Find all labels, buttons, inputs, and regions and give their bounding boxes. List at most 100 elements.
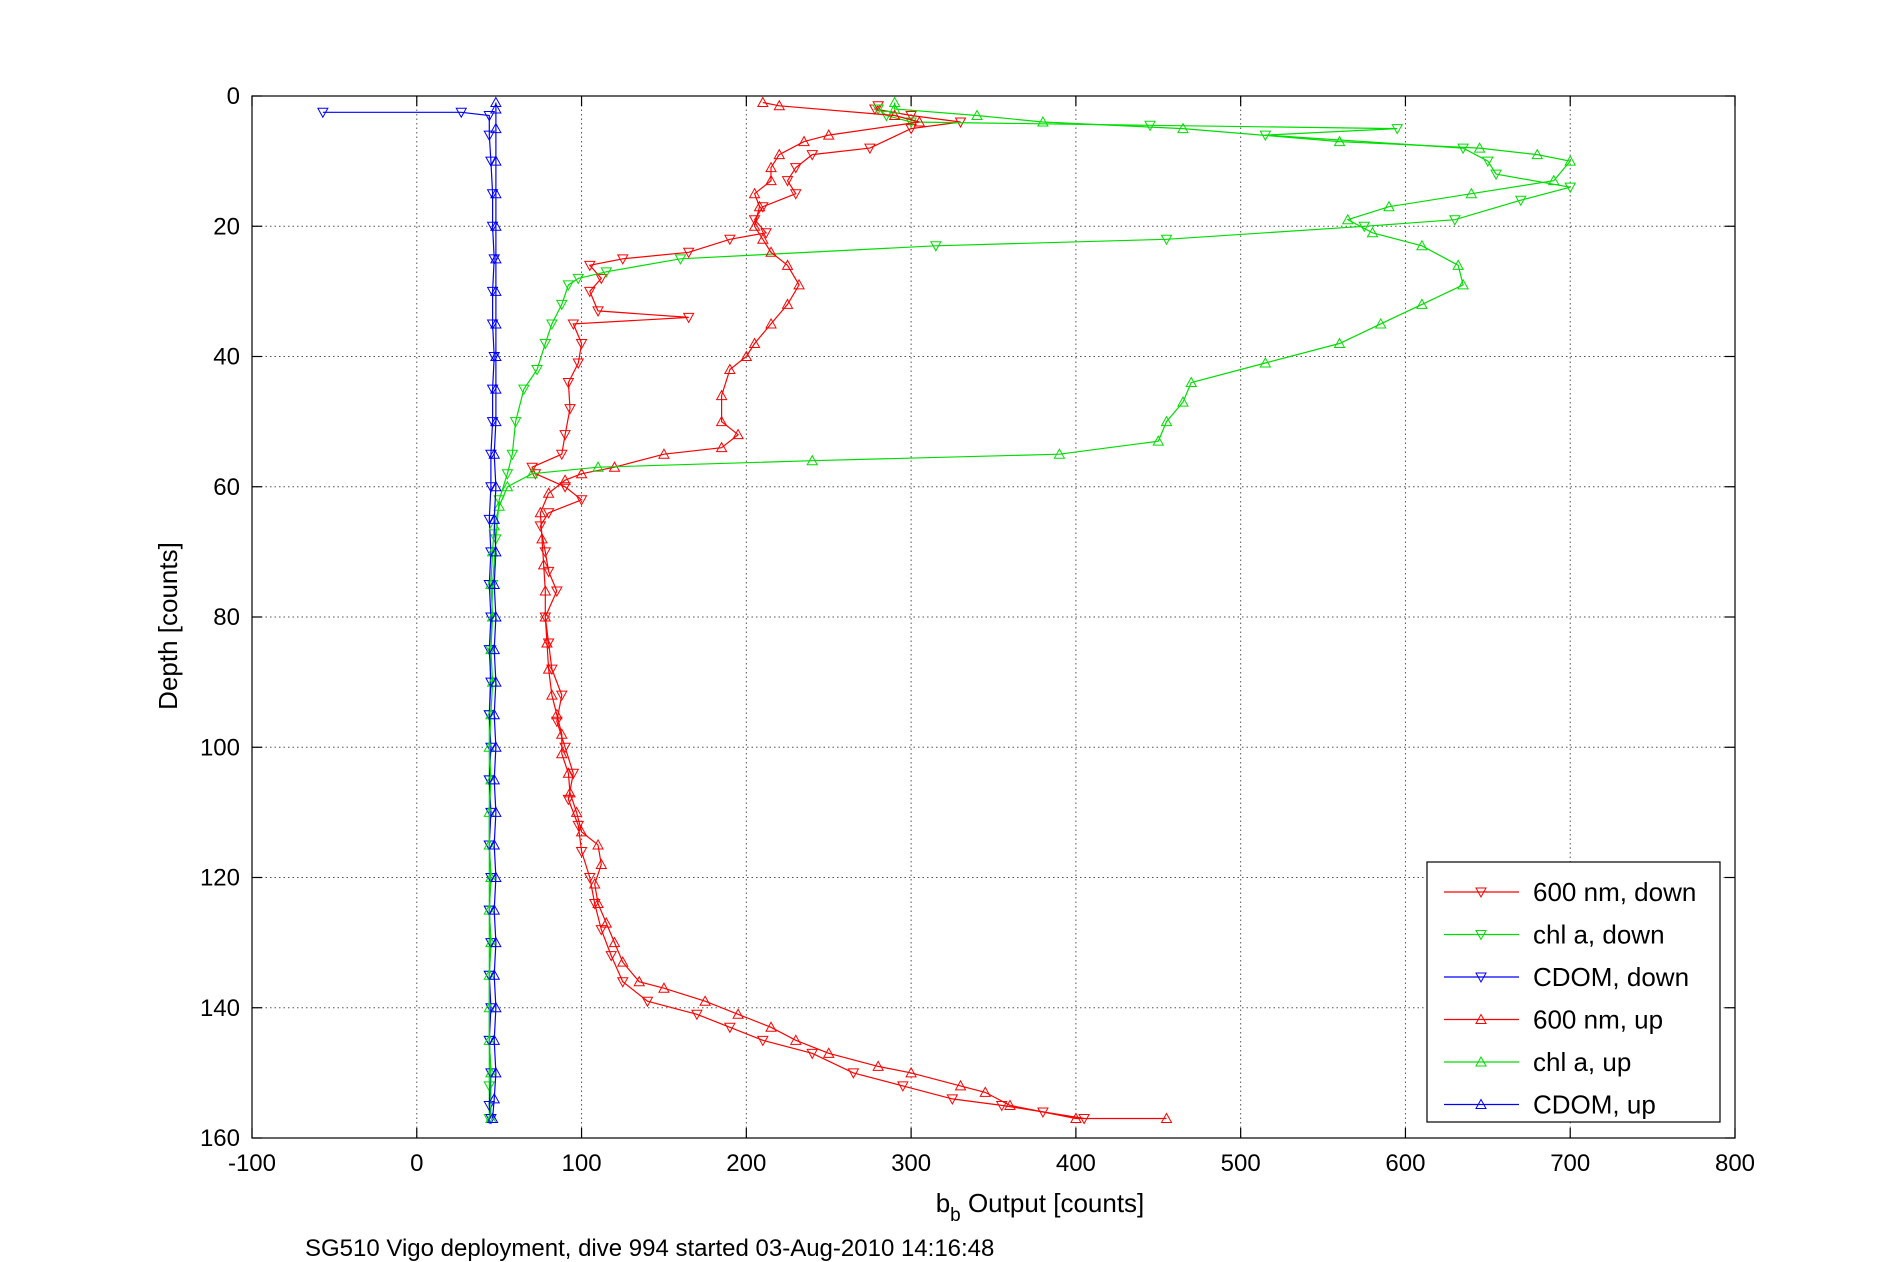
data-point (490, 122, 502, 134)
data-point (542, 638, 555, 650)
series-cdom-up (486, 96, 502, 1123)
data-point (608, 936, 621, 948)
data-point (929, 241, 942, 252)
data-point (572, 358, 585, 370)
x-tick-label: 500 (1221, 1150, 1261, 1177)
data-point (493, 500, 506, 511)
data-point (490, 415, 502, 427)
data-point (509, 417, 522, 428)
data-point (633, 975, 646, 987)
data-point (1037, 116, 1049, 127)
data-point (592, 306, 604, 317)
data-point (748, 220, 761, 231)
legend-swatch-marker (1475, 1055, 1487, 1067)
data-point (789, 189, 802, 200)
data-point (715, 389, 728, 401)
data-point (490, 676, 502, 687)
data-point (756, 202, 769, 213)
data-point (483, 645, 496, 656)
data-point (1514, 195, 1527, 207)
data-point (600, 917, 613, 928)
data-point (542, 487, 555, 498)
data-point (765, 174, 777, 186)
data-point (588, 899, 601, 910)
legend-label: 600 nm, down (1533, 877, 1696, 907)
data-point (559, 474, 571, 485)
data-point (595, 273, 608, 285)
legend-swatch-marker (1475, 887, 1487, 899)
data-point (550, 586, 563, 597)
data-point (1490, 169, 1502, 181)
data-point (1457, 143, 1469, 155)
data-point (888, 102, 901, 114)
data-point (1177, 122, 1189, 134)
data-point (564, 404, 576, 415)
data-point (798, 135, 810, 147)
data-point (1144, 120, 1156, 132)
data-point (756, 233, 769, 244)
data-point (872, 1060, 885, 1071)
data-point (485, 807, 497, 819)
x-axis-label-rest: Output [counts] (961, 1188, 1145, 1218)
data-point (490, 480, 502, 492)
data-point (781, 176, 794, 187)
data-point (490, 252, 502, 264)
x-axis-label: bb Output [counts] (936, 1188, 1145, 1226)
legend-entry: CDOM, up (1444, 1090, 1656, 1120)
data-point (748, 337, 761, 348)
data-point (1333, 337, 1346, 348)
data-point (546, 319, 558, 330)
series-line (531, 105, 1085, 1120)
data-point (485, 1003, 497, 1014)
data-point (748, 215, 761, 226)
series-line (492, 102, 497, 1119)
data-point (317, 107, 329, 119)
legend-label: chl a, up (1533, 1047, 1631, 1077)
data-point (1259, 356, 1272, 368)
data-point (534, 506, 547, 518)
data-point (537, 558, 550, 570)
data-point (575, 846, 588, 858)
x-tick-label: 0 (410, 1150, 423, 1177)
series-layer (317, 96, 1577, 1125)
y-tick-label: 80 (213, 604, 240, 631)
data-point (486, 319, 499, 330)
series-line (488, 108, 1571, 1119)
data-point (616, 977, 629, 988)
y-tick-label: 120 (200, 865, 240, 892)
data-point (888, 109, 901, 121)
data-point (488, 352, 501, 363)
x-tick-label: 300 (891, 1150, 931, 1177)
data-point (501, 469, 514, 480)
data-point (562, 378, 575, 389)
legend-label: CDOM, up (1533, 1090, 1656, 1120)
data-point (572, 820, 585, 832)
caption: SG510 Vigo deployment, dive 994 started … (305, 1235, 994, 1262)
data-point (490, 1066, 502, 1078)
data-point (1152, 435, 1165, 446)
data-point (724, 1022, 736, 1034)
data-point (756, 1035, 769, 1047)
data-point (541, 637, 553, 648)
data-point (483, 579, 496, 591)
data-point (905, 111, 917, 122)
legend-entry: chl a, down (1444, 920, 1665, 950)
legend-box (1426, 861, 1721, 1123)
data-point (562, 767, 575, 778)
legend-swatch-marker (1475, 972, 1487, 984)
data-point (559, 482, 571, 493)
data-point (1185, 376, 1198, 388)
data-point (806, 1048, 819, 1060)
data-point (793, 278, 805, 290)
data-point (483, 710, 496, 721)
data-point (847, 1068, 860, 1079)
data-point (575, 495, 588, 506)
data-point (555, 728, 568, 739)
data-point (905, 1066, 917, 1078)
data-point (531, 365, 543, 376)
data-point (526, 462, 538, 474)
data-point (583, 260, 596, 272)
data-point (872, 104, 885, 116)
data-point (485, 742, 497, 754)
data-point (562, 794, 575, 806)
